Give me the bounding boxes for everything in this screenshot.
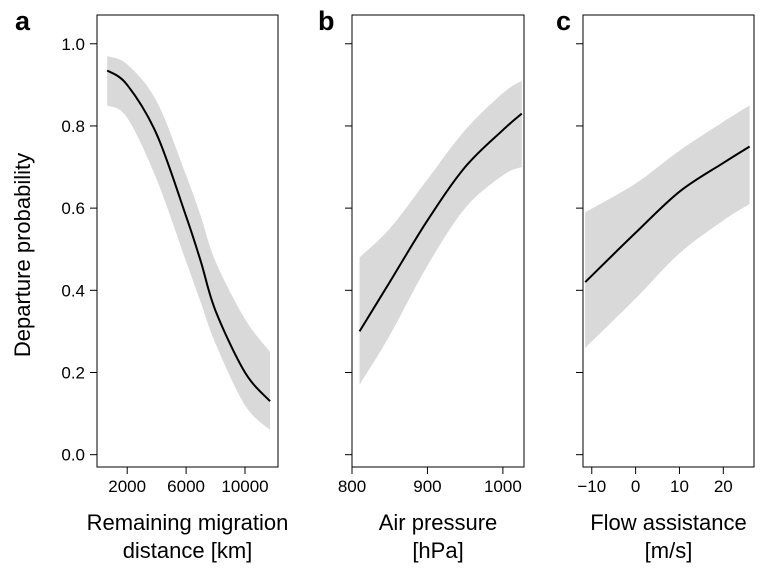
- confidence-band: [359, 80, 522, 385]
- y-axis-label: Departure probability: [10, 153, 35, 357]
- fit-line: [584, 145, 751, 283]
- panel-label: b: [318, 6, 335, 36]
- x-axis-label: Flow assistance: [590, 510, 747, 535]
- x-tick-label: 20: [714, 477, 733, 496]
- confidence-band: [585, 105, 750, 348]
- y-tick-label: 0.0: [61, 446, 85, 465]
- y-tick-label: 0.8: [61, 117, 85, 136]
- plot-frame: [582, 14, 755, 468]
- plot-frame: [351, 14, 525, 468]
- x-tick-label: 6000: [167, 477, 205, 496]
- panel-label: a: [15, 6, 31, 36]
- x-axis-label: distance [km]: [123, 538, 253, 563]
- y-tick-label: 1.0: [61, 35, 85, 54]
- x-tick-label: 10: [670, 477, 689, 496]
- x-axis-label: Air pressure: [379, 510, 498, 535]
- panel-label: c: [556, 6, 571, 36]
- fit-line: [358, 112, 523, 332]
- x-tick-label: 10000: [221, 477, 268, 496]
- y-tick-label: 0.4: [61, 281, 85, 300]
- fit-line: [106, 69, 271, 402]
- x-tick-label: 2000: [108, 477, 146, 496]
- x-axis-label: Remaining migration: [87, 510, 289, 535]
- x-axis-label: [hPa]: [412, 538, 463, 563]
- x-tick-label: 800: [338, 477, 366, 496]
- x-tick-label: 900: [413, 477, 441, 496]
- x-tick-label: −10: [577, 477, 606, 496]
- x-axis-label: [m/s]: [645, 538, 693, 563]
- x-tick-label: 1000: [484, 477, 522, 496]
- y-tick-label: 0.6: [61, 199, 85, 218]
- y-tick-label: 0.2: [61, 363, 85, 382]
- confidence-band: [107, 56, 271, 431]
- plot-frame: [96, 14, 279, 468]
- x-tick-label: 0: [631, 477, 640, 496]
